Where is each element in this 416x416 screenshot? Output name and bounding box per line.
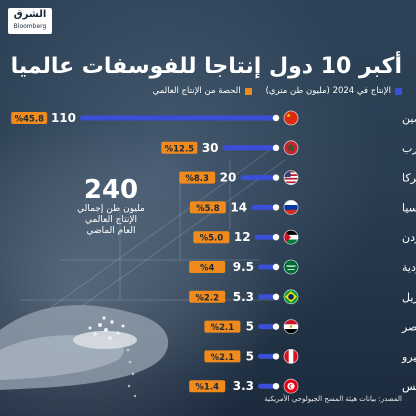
jordan-flag-icon [284, 230, 298, 245]
share-badge-7 [189, 290, 226, 303]
country-label-3: أميركا [402, 171, 416, 185]
bar-3 [240, 175, 276, 181]
bar-4 [251, 204, 276, 210]
world-total-caption-2: الإنتاج العالمي [84, 215, 138, 225]
share-badge-4 [189, 201, 226, 214]
share-label-4: %5.8 [196, 204, 220, 214]
legend-share: الحصة من الإنتاج العالمي [153, 86, 252, 96]
country-label-4: روسيا [402, 201, 416, 214]
flag-ring-3 [283, 170, 299, 186]
share-badge-5 [193, 231, 230, 244]
country-label-5: الأردن [402, 230, 416, 244]
production-label-10: 3.3 [233, 379, 254, 393]
production-label-3: 20 [220, 171, 237, 185]
bar-end-dot-3 [272, 174, 280, 181]
brazil-flag-icon [284, 289, 298, 304]
bar-8 [258, 324, 276, 330]
country-label-6: السعودية [402, 261, 416, 274]
share-label-6: %4 [200, 264, 215, 274]
bar-10 [258, 383, 276, 389]
morocco-flag-icon [284, 140, 298, 155]
flag-ring-4 [283, 199, 299, 215]
bar-5 [254, 234, 276, 240]
bar-end-dot-1 [272, 114, 280, 122]
bar-end-dot-10 [272, 383, 280, 390]
bar-end-dot-5 [272, 234, 280, 241]
share-label-8: %2.1 [211, 323, 235, 333]
bar-9 [258, 353, 276, 359]
production-label-9: 5 [246, 349, 254, 363]
egypt-flag-icon [284, 319, 298, 334]
bar-6 [258, 264, 276, 270]
brand-logo-english: Bloomberg [13, 23, 47, 30]
source-note: المصدر: بيانات هيئة المسح الجيولوجي الأم… [264, 395, 402, 403]
bar-end-dot-4 [272, 204, 280, 211]
share-label-5: %5.0 [200, 234, 224, 244]
flag-ring-1 [283, 110, 299, 126]
production-label-7: 5.3 [233, 290, 254, 304]
chart-legend: الإنتاج في 2024 (مليون طن متري) الحصة من… [12, 86, 402, 96]
country-label-8: مصر [401, 321, 416, 334]
russia-flag-icon [284, 200, 298, 215]
flag-ring-7 [283, 289, 299, 305]
share-label-10: %1.4 [195, 383, 219, 393]
share-label-7: %2.2 [195, 293, 219, 303]
bar-1 [80, 115, 276, 121]
world-total-caption-3: العام الماضي [86, 226, 136, 236]
share-label-2: %12.5 [165, 144, 195, 154]
country-label-1: الصين [402, 112, 416, 125]
brand-logo-arabic: الشرق [13, 9, 47, 20]
usa-flag-icon [284, 170, 298, 185]
world-total-value: 240 [83, 175, 139, 205]
production-label-8: 5 [246, 320, 254, 334]
share-badge-6 [189, 261, 226, 273]
country-label-10: تونس [402, 380, 416, 393]
share-badge-2 [161, 141, 198, 154]
flag-ring-8 [283, 319, 299, 335]
share-badge-10 [189, 380, 226, 393]
legend-share-swatch [244, 87, 252, 95]
country-label-9: بيرو [401, 350, 416, 363]
china-flag-icon [284, 111, 298, 125]
share-badge-3 [179, 171, 216, 184]
flag-ring-5 [283, 229, 299, 245]
country-label-2: المغرب [402, 142, 416, 155]
flag-ring-10 [283, 378, 299, 394]
world-total-callout: 240 مليون طن إجمالي الإنتاج العالمي العا… [55, 176, 167, 237]
world-total-caption-1: مليون طن إجمالي [77, 204, 145, 214]
flag-ring-9 [283, 348, 299, 364]
bar-2 [222, 145, 276, 151]
bar-end-dot-6 [272, 263, 280, 271]
bar-end-dot-7 [272, 293, 280, 300]
bar-end-dot-9 [272, 353, 280, 360]
peru-flag-icon [284, 349, 298, 364]
legend-production-label: الإنتاج في 2024 (مليون طن متري) [265, 86, 391, 96]
production-label-4: 14 [230, 200, 247, 214]
bar-end-dot-2 [272, 144, 280, 151]
production-label-5: 12 [234, 230, 251, 244]
legend-share-label: الحصة من الإنتاج العالمي [152, 86, 241, 96]
production-label-1: 110 [51, 111, 76, 125]
share-label-1: %45.8 [14, 115, 44, 125]
share-badge-1 [11, 112, 48, 124]
flag-ring-6 [283, 259, 299, 275]
share-badge-9 [204, 350, 241, 363]
brand-logo: الشرق Bloomberg [8, 8, 52, 34]
bar-7 [258, 294, 276, 300]
tunisia-flag-icon [284, 379, 298, 394]
share-badge-8 [204, 320, 241, 333]
legend-production: الإنتاج في 2024 (مليون طن متري) [266, 86, 402, 96]
flag-ring-2 [283, 140, 299, 156]
legend-production-swatch [395, 87, 402, 95]
saudi-flag-icon [284, 260, 298, 274]
share-label-9: %2.1 [211, 353, 235, 363]
bar-end-dot-8 [272, 323, 280, 330]
country-label-7: البرازيل [402, 291, 416, 304]
production-label-6: 9.5 [233, 260, 254, 274]
page-title: أكبر 10 دول إنتاجا للفوسفات عالميا [10, 54, 402, 79]
production-label-2: 30 [202, 141, 219, 155]
share-label-3: %8.3 [185, 174, 209, 184]
